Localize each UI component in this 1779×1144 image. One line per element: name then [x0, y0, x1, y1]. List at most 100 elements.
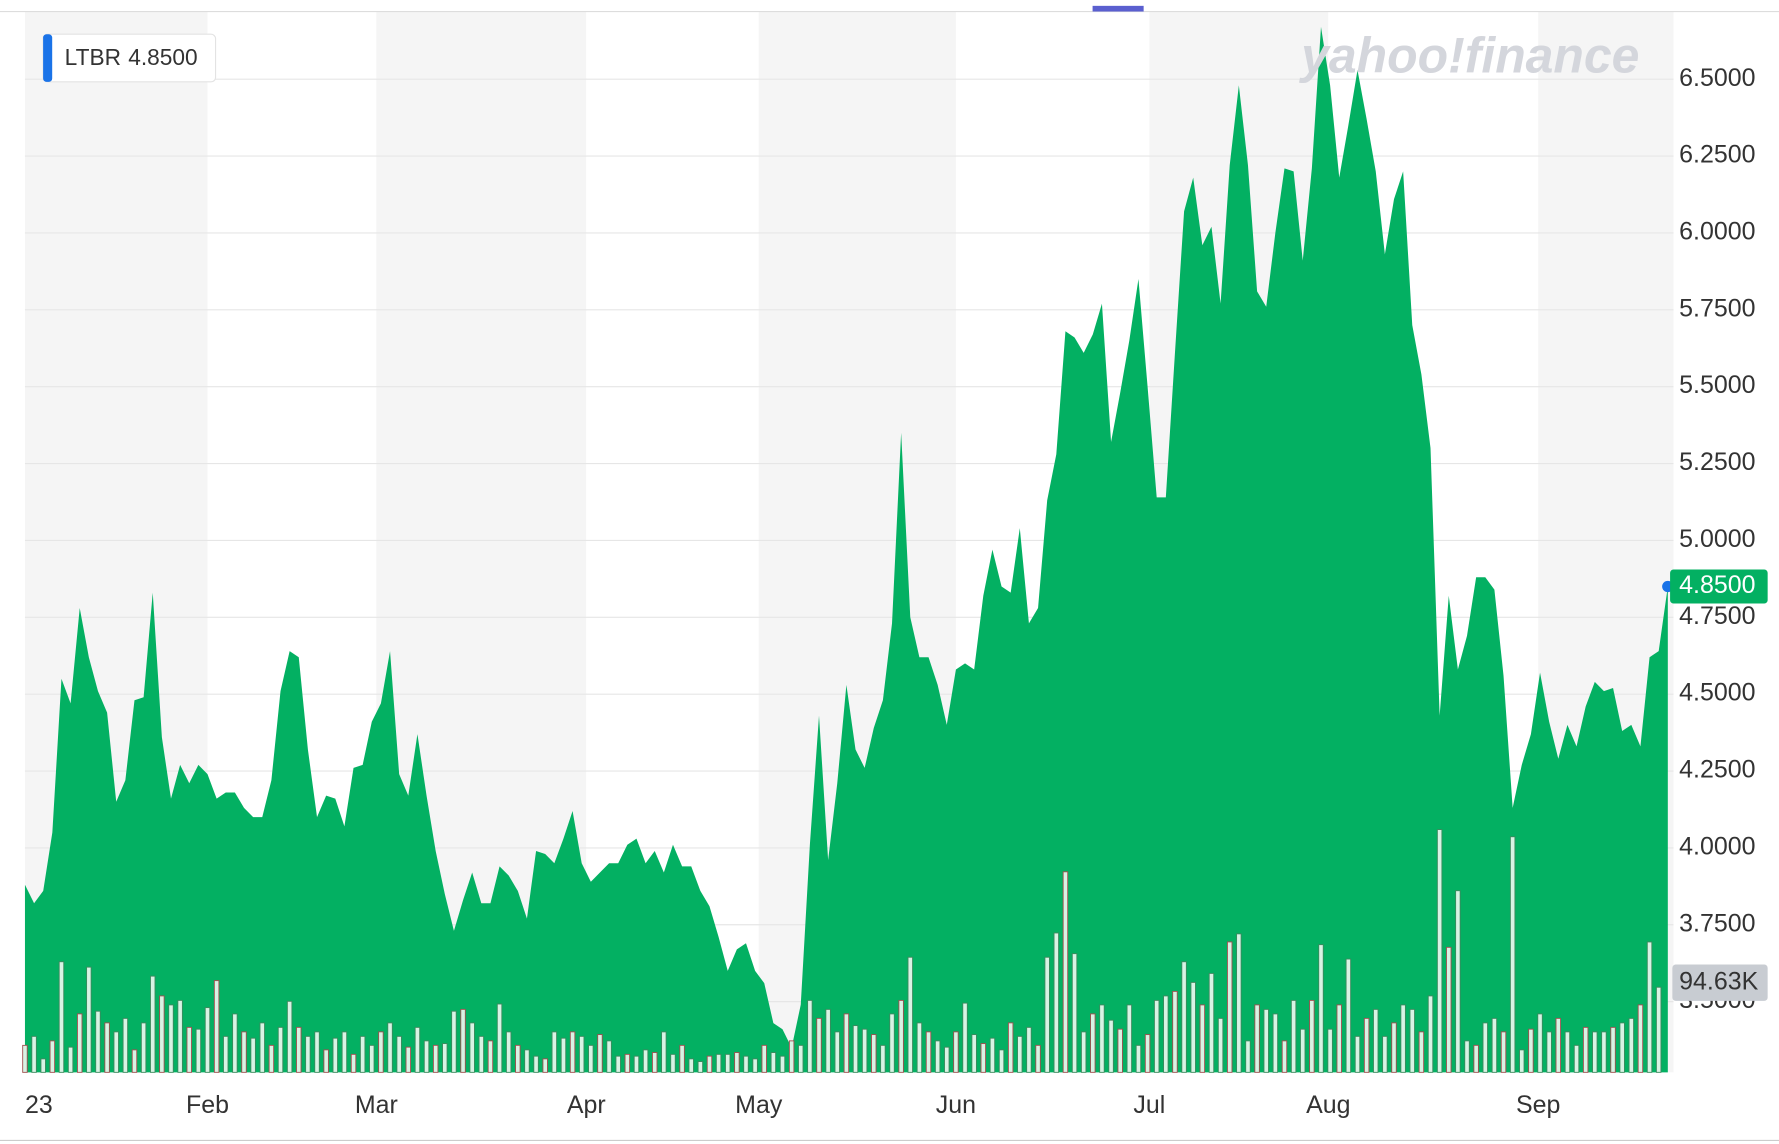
volume-bar — [944, 1046, 950, 1073]
volume-bar — [1080, 1031, 1087, 1073]
volume-bar — [551, 1031, 558, 1073]
volume-bar — [1628, 1017, 1635, 1073]
volume-bar — [852, 1025, 859, 1073]
watermark: yahoo!finance — [1298, 27, 1639, 83]
volume-bar — [1318, 944, 1324, 1073]
volume-bar — [825, 1008, 831, 1073]
volume-bar — [259, 1022, 265, 1073]
legend-marker — [43, 34, 53, 82]
volume-bar — [1053, 932, 1060, 1073]
y-tick-label: 5.0000 — [1679, 525, 1755, 553]
y-tick-label: 4.7500 — [1679, 602, 1755, 630]
range-indicator — [1092, 5, 1144, 12]
x-tick-label: Jun — [936, 1091, 976, 1119]
volume-bar — [204, 1007, 211, 1073]
volume-bar — [615, 1055, 621, 1073]
volume-bar — [1309, 999, 1315, 1073]
volume-bar — [378, 1031, 384, 1073]
volume-bar — [113, 1031, 119, 1073]
volume-bar — [1582, 1026, 1589, 1073]
volume-bar — [1099, 1004, 1105, 1073]
volume-bar — [1172, 990, 1178, 1073]
x-tick-label: Aug — [1306, 1091, 1350, 1119]
volume-bar — [1427, 995, 1434, 1073]
volume-bar — [369, 1044, 375, 1073]
volume-bar — [843, 1013, 850, 1073]
y-tick-label: 4.0000 — [1679, 832, 1755, 860]
x-tick-label: May — [735, 1091, 783, 1119]
volume-bar — [633, 1055, 640, 1073]
volume-bar — [1336, 1004, 1342, 1073]
volume-bar — [396, 1035, 402, 1073]
volume-bar — [159, 995, 165, 1073]
volume-bar — [359, 1035, 366, 1073]
volume-bar — [725, 1053, 731, 1073]
legend: LTBR 4.8500 — [42, 33, 217, 83]
price-area — [24, 26, 1668, 1073]
volume-bar — [1181, 961, 1187, 1073]
volume-bar — [1418, 1031, 1425, 1073]
volume-bar — [770, 1052, 777, 1073]
y-tick-label: 6.5000 — [1679, 64, 1755, 92]
legend-value: 4.8500 — [128, 44, 197, 70]
volume-bar — [1245, 1040, 1251, 1073]
volume-bar — [1500, 1031, 1507, 1073]
volume-bar — [168, 1004, 174, 1073]
volume-bar — [177, 999, 183, 1073]
volume-bar — [296, 1026, 302, 1073]
volume-bar — [807, 999, 813, 1073]
volume-bar — [688, 1058, 694, 1073]
volume-bar — [86, 966, 92, 1073]
x-tick-label: Feb — [186, 1091, 229, 1119]
price-tag: 4.8500 — [1679, 571, 1755, 599]
volume-bar — [515, 1044, 521, 1073]
volume-bar — [898, 999, 904, 1073]
volume-bar — [241, 1031, 247, 1073]
volume-bar — [1236, 933, 1242, 1073]
volume-bar — [451, 1010, 457, 1073]
volume-bar — [1573, 1044, 1580, 1073]
volume-bar — [1592, 1031, 1598, 1073]
volume-bar — [1473, 1044, 1479, 1073]
volume-bar — [542, 1058, 548, 1073]
volume-tag: 94.63K — [1679, 967, 1758, 995]
x-tick-label: Jul — [1133, 1091, 1165, 1119]
volume-bar — [76, 1013, 83, 1073]
volume-bar — [1208, 972, 1215, 1073]
volume-bar — [1373, 1008, 1379, 1073]
volume-bar — [779, 1055, 786, 1073]
volume-bar — [1455, 890, 1461, 1073]
volume-bar — [496, 1003, 503, 1073]
volume-bar — [880, 1044, 886, 1073]
volume-bar — [277, 1026, 284, 1073]
volume-bar — [706, 1055, 713, 1073]
volume-bar — [1300, 1028, 1306, 1073]
y-tick-label: 6.2500 — [1679, 141, 1755, 169]
volume-bar — [469, 1022, 475, 1073]
volume-bar — [642, 1049, 649, 1073]
y-tick-label: 6.0000 — [1679, 218, 1755, 246]
volume-tag-box — [1672, 964, 1768, 1001]
volume-bar — [58, 961, 65, 1073]
volume-bar — [268, 1044, 275, 1073]
volume-bar — [651, 1052, 658, 1073]
volume-bar — [387, 1022, 393, 1073]
volume-bar — [1601, 1031, 1607, 1073]
volume-bar — [460, 1008, 466, 1073]
volume-bar — [40, 1058, 46, 1073]
volume-bar — [569, 1031, 576, 1073]
volume-bar — [1610, 1026, 1616, 1073]
volume-bar — [341, 1031, 348, 1073]
volume-bar — [1263, 1008, 1269, 1073]
volume-bar — [1637, 1004, 1644, 1073]
volume-bar — [1290, 999, 1297, 1073]
y-tick-label: 5.2500 — [1679, 448, 1755, 476]
volume-bar — [286, 1000, 293, 1073]
volume-bar — [889, 1013, 895, 1073]
volume-bar — [1144, 1034, 1151, 1073]
volume-bar — [697, 1061, 704, 1073]
volume-bar — [1446, 946, 1452, 1073]
x-tick-label: Apr — [567, 1091, 606, 1119]
volume-bar — [1345, 958, 1352, 1073]
volume-bar — [578, 1035, 585, 1073]
